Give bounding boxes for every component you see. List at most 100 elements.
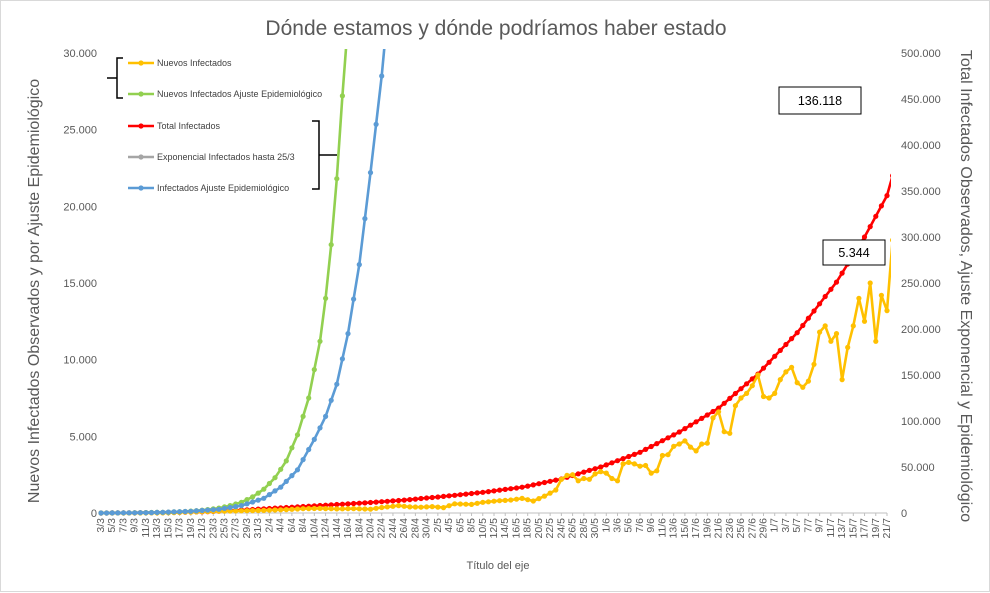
data-point-nuevos-infectados [850,323,856,329]
x-tick-label: 28/5 [578,518,590,539]
data-point-nuevos-infectados-ajuste-epidemiologico [272,475,278,481]
x-tick-label: 9/7 [814,518,826,533]
x-tick-label: 19/7 [870,518,882,539]
data-point-nuevos-infectados [272,507,278,513]
x-tick-label: 3/6 [612,518,624,533]
data-point-nuevos-infectados [474,500,480,506]
data-point-infectados-ajuste-epidemiologico [255,497,261,503]
x-tick-label: 30/5 [589,518,601,539]
data-point-total-infectados [648,443,654,450]
data-point-nuevos-infectados [238,508,244,514]
data-point-nuevos-infectados-ajuste-epidemiologico [334,176,340,182]
data-point-infectados-ajuste-epidemiologico [210,507,216,513]
x-tick-label: 16/5 [510,518,522,539]
data-point-infectados-ajuste-epidemiologico [160,509,166,515]
data-point-nuevos-infectados [699,441,705,447]
data-point-nuevos-infectados [732,403,739,409]
data-point-total-infectados [766,359,772,365]
data-point-total-infectados [710,408,716,415]
data-point-nuevos-infectados [278,507,284,513]
y-right-tick-label: 200.000 [901,324,941,336]
x-tick-label: 5/7 [791,518,803,533]
data-point-nuevos-infectados [356,506,362,512]
y-right-tick-label: 150.000 [901,370,941,382]
data-point-nuevos-infectados [586,476,593,482]
data-point-nuevos-infectados [362,506,368,512]
x-tick-label: 10/4 [308,518,320,539]
data-point-infectados-ajuste-epidemiologico [367,170,374,176]
data-point-nuevos-infectados [738,395,744,401]
data-point-nuevos-infectados [547,490,553,496]
data-point-nuevos-infectados [513,496,520,502]
data-point-infectados-ajuste-epidemiologico [115,510,121,516]
data-point-infectados-ajuste-epidemiologico [244,501,250,507]
data-point-total-infectados [890,173,891,178]
legend-label: Total Infectados [157,121,221,131]
data-point-total-infectados [716,405,722,411]
data-point-nuevos-infectados [873,338,879,344]
x-tick-label: 2/5 [432,518,444,533]
data-point-infectados-ajuste-epidemiologico [283,478,289,484]
data-point-infectados-ajuste-epidemiologico [109,510,115,516]
data-point-nuevos-infectados [817,329,823,335]
callout-box [778,86,862,115]
data-point-nuevos-infectados [878,292,885,298]
data-point-infectados-ajuste-epidemiologico [132,510,138,516]
data-point-total-infectados [390,498,396,504]
data-point-nuevos-infectados-ajuste-epidemiologico [266,480,272,487]
data-point-infectados-ajuste-epidemiologico [193,508,199,514]
data-point-total-infectados [777,347,783,353]
data-point-total-infectados [334,501,340,508]
data-point-total-infectados [497,487,503,493]
data-point-nuevos-infectados [339,506,345,512]
data-point-total-infectados [682,426,688,432]
data-point-nuevos-infectados [631,461,638,467]
data-point-total-infectados [637,449,643,455]
x-tick-label: 24/5 [555,518,567,539]
y-right-tick-label: 500.000 [901,48,941,60]
x-tick-label: 7/7 [802,518,814,533]
data-point-nuevos-infectados [491,498,497,504]
x-tick-label: 30/4 [421,518,433,539]
x-tick-label: 21/6 [713,518,725,539]
data-point-total-infectados [867,224,873,230]
data-point-total-infectados [474,490,480,496]
data-point-nuevos-infectados [772,390,778,396]
data-point-nuevos-infectados [508,497,514,503]
x-tick-label: 6/4 [286,518,298,533]
data-point-nuevos-infectados [485,499,491,505]
x-tick-label: 26/4 [398,518,410,539]
data-point-nuevos-infectados [867,280,873,286]
data-point-nuevos-infectados [373,505,379,511]
data-point-nuevos-infectados [620,461,626,467]
data-point-nuevos-infectados [861,318,868,324]
data-point-nuevos-infectados [789,364,795,370]
data-point-nuevos-infectados [390,503,396,509]
data-point-nuevos-infectados [306,506,312,512]
data-point-nuevos-infectados [446,503,452,509]
x-tick-label: 27/6 [746,518,758,539]
data-point-total-infectados [794,330,800,336]
legend-label: Exponencial Infectados hasta 25/3 [157,152,295,162]
data-point-total-infectados [491,488,497,494]
data-point-total-infectados [328,502,334,508]
data-point-total-infectados [833,279,840,285]
data-point-nuevos-infectados [407,504,413,510]
data-point-infectados-ajuste-epidemiologico [351,296,357,302]
data-point-nuevos-infectados [525,497,531,503]
data-point-nuevos-infectados-ajuste-epidemiologico [261,486,267,492]
data-point-nuevos-infectados-ajuste-epidemiologico [250,494,256,500]
data-point-nuevos-infectados [553,487,559,493]
legend-swatch-marker [138,154,144,160]
x-tick-label: 7/6 [634,518,646,533]
data-point-nuevos-infectados [564,472,570,478]
data-point-total-infectados [896,153,901,158]
x-tick-label: 3/7 [780,518,792,533]
data-point-nuevos-infectados [575,478,581,484]
data-point-total-infectados [384,498,390,504]
data-point-total-infectados [367,499,374,506]
legend-label: Nuevos Infectados [157,58,232,68]
data-point-total-infectados [659,438,666,444]
data-point-nuevos-infectados [603,470,609,476]
data-point-nuevos-infectados [457,501,463,507]
